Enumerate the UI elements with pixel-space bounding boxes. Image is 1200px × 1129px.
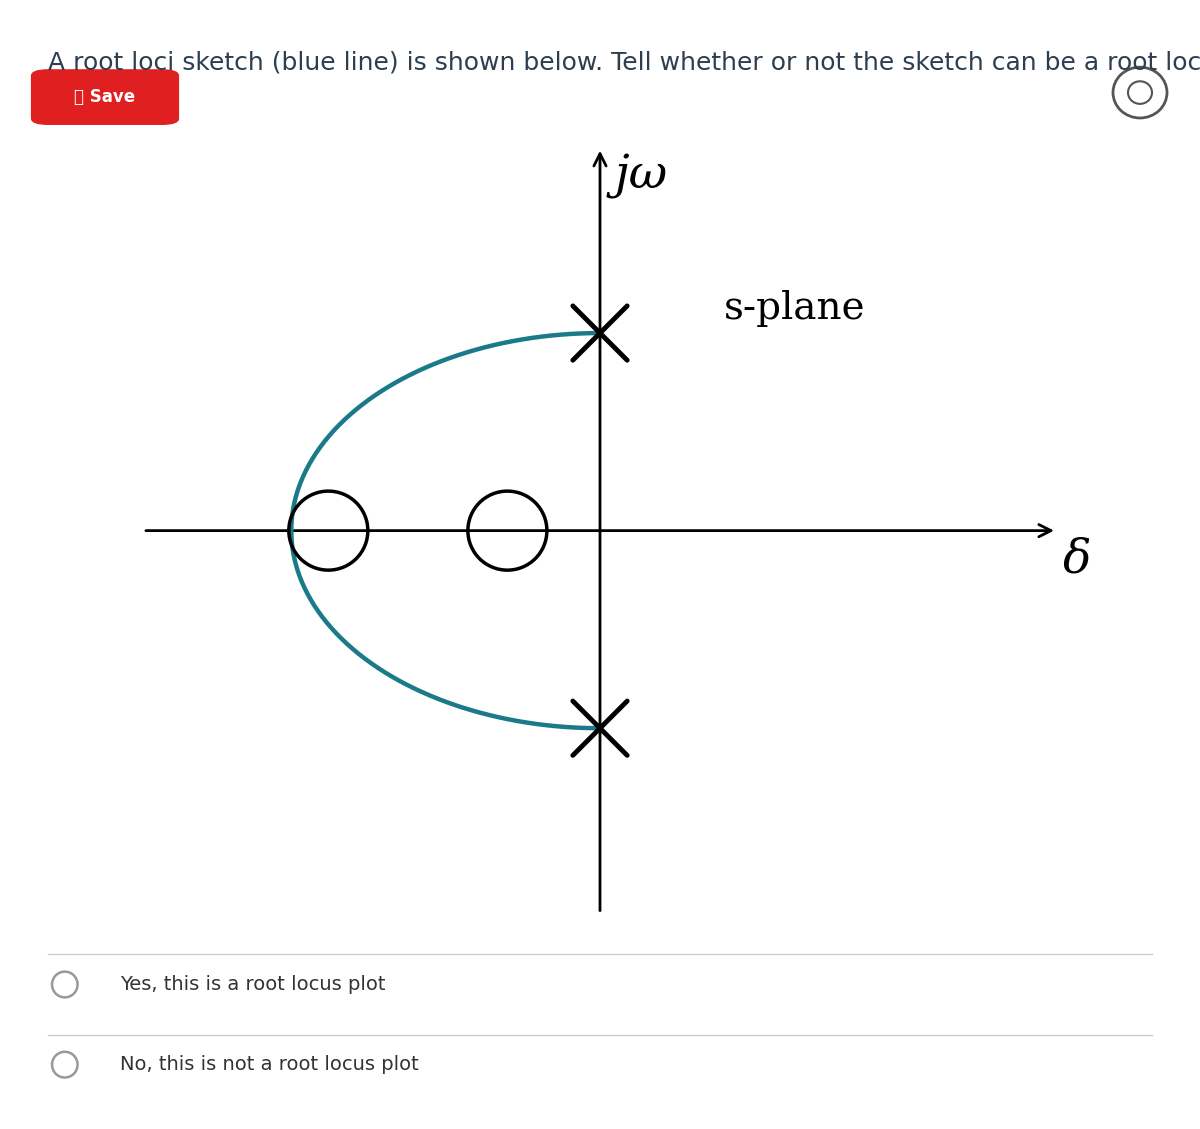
FancyBboxPatch shape	[31, 69, 179, 125]
Text: Yes, this is a root locus plot: Yes, this is a root locus plot	[120, 975, 385, 994]
Text: No, this is not a root locus plot: No, this is not a root locus plot	[120, 1056, 419, 1074]
Text: Ⓟ Save: Ⓟ Save	[74, 88, 136, 106]
Text: δ: δ	[1063, 536, 1092, 583]
Text: jω: jω	[614, 154, 668, 199]
Text: A root loci sketch (blue line) is shown below. Tell whether or not the sketch ca: A root loci sketch (blue line) is shown …	[48, 51, 1200, 75]
Text: s-plane: s-plane	[724, 290, 865, 327]
